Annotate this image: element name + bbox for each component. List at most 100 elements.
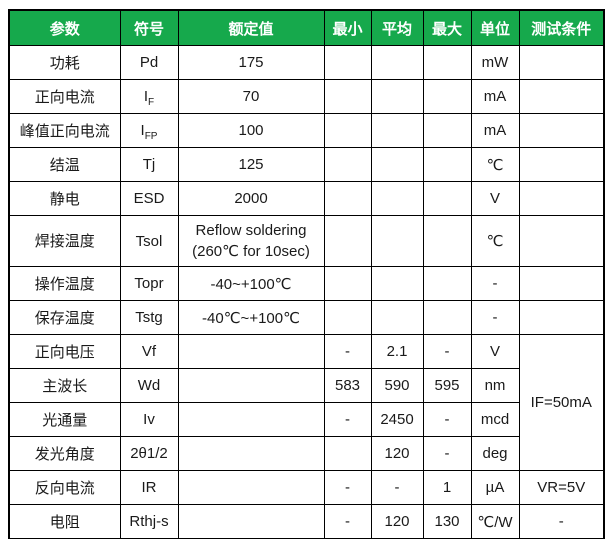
header-cell-unit: 单位 [470,9,520,46]
cell-param: 电阻 [8,504,121,539]
cell-unit: ℃/W [470,504,520,539]
cell-rated [177,368,325,403]
cell-condition [518,79,605,114]
cell-symbol: IF [119,79,179,114]
cell-param: 焊接温度 [8,215,121,267]
cell-unit: mcd [470,402,520,437]
cell-avg [370,266,424,301]
header-cell-condition: 测试条件 [518,9,605,46]
cell-param: 静电 [8,181,121,216]
cell-condition: IF=50mA [518,334,605,471]
cell-param: 发光角度 [8,436,121,471]
cell-max [422,45,472,80]
cell-max: - [422,402,472,437]
cell-avg [370,215,424,267]
header-cell-max: 最大 [422,9,472,46]
cell-symbol: IR [119,470,179,505]
cell-min [323,266,372,301]
cell-unit: µA [470,470,520,505]
cell-condition [518,181,605,216]
cell-rated [177,334,325,369]
cell-max [422,266,472,301]
cell-max [422,79,472,114]
header-cell-rated: 额定值 [177,9,325,46]
table-row: 正向电压 Vf -2.1- V IF=50mA [8,334,605,471]
header-cell-avg: 平均 [370,9,424,46]
cell-max: 1 [422,470,472,505]
cell-avg [370,300,424,335]
cell-min [323,215,372,267]
table-row: 电阻 Rthj-s -120 130 ℃/W - [8,504,605,539]
cell-min [323,147,372,182]
cell-symbol: Tj [119,147,179,182]
cell-min [323,436,372,471]
cell-symbol: Vf [119,334,179,369]
cell-max [422,215,472,267]
led-spec-table: 参数 符号 额定值 最小 平均 最大 单位 测试条件 功耗 Pd 175 mW 正向电流 IF 70 mA 峰… [8,9,605,539]
table-row: 保存温度 Tstg -40℃~+100℃ - [8,300,605,335]
table-row: 主波长 Wd 583 590 595 nm [8,368,604,403]
cell-min [323,79,372,114]
cell-avg: 120 [370,436,424,471]
cell-rated: 2000 [177,181,325,216]
table-body: 功耗 Pd 175 mW 正向电流 IF 70 mA 峰值正向电流 IFP 100 mA 结温 Tj 125… [8,45,605,539]
cell-unit: ℃ [470,215,520,267]
cell-param: 主波长 [8,368,121,403]
cell-max: - [422,436,472,471]
cell-min [323,181,372,216]
cell-param: 功耗 [8,45,121,80]
header-row: 参数 符号 额定值 最小 平均 最大 单位 测试条件 [8,9,605,46]
cell-unit: deg [470,436,520,471]
cell-unit: mA [470,79,520,114]
cell-param: 操作温度 [8,266,121,301]
cell-symbol: IFP [119,113,179,148]
cell-avg [370,147,424,182]
cell-max: 130 [422,504,472,539]
cell-param: 反向电流 [8,470,121,505]
cell-avg [370,181,424,216]
cell-rated [177,504,325,539]
table-row: 操作温度 Topr -40~+100℃ - [8,266,605,301]
cell-avg: 590 [370,368,424,403]
table-row: 正向电流 IF 70 mA [8,79,605,114]
cell-min [323,45,372,80]
table-row: 反向电流 IR - -1 µA VR=5V [8,470,605,505]
cell-rated: 175 [177,45,325,80]
cell-condition [518,215,605,267]
cell-param: 保存温度 [8,300,121,335]
table-row: 发光角度 2θ1/2 120- deg [8,436,604,471]
cell-condition: VR=5V [518,470,605,505]
cell-symbol: 2θ1/2 [119,436,179,471]
cell-rated: Reflow soldering (260℃ for 10sec) [177,215,325,267]
cell-symbol: Pd [119,45,179,80]
header-cell-symbol: 符号 [119,9,179,46]
cell-symbol: Topr [119,266,179,301]
cell-max [422,113,472,148]
table-row: 功耗 Pd 175 mW [8,45,605,80]
cell-max [422,300,472,335]
cell-rated: 125 [177,147,325,182]
cell-rated: -40℃~+100℃ [177,300,325,335]
cell-condition [518,113,605,148]
table-row: 静电 ESD 2000 V [8,181,605,216]
cell-min: 583 [323,368,372,403]
cell-max [422,147,472,182]
cell-param: 正向电压 [8,334,121,369]
cell-param: 光通量 [8,402,121,437]
cell-unit: nm [470,368,520,403]
cell-param: 峰值正向电流 [8,113,121,148]
cell-condition [518,45,605,80]
cell-unit: mA [470,113,520,148]
cell-avg: 2450 [370,402,424,437]
cell-max: - [422,334,472,369]
cell-symbol: ESD [119,181,179,216]
cell-symbol: Tsol [119,215,179,267]
cell-avg: 2.1 [370,334,424,369]
cell-min [323,113,372,148]
cell-rated [177,402,325,437]
cell-unit: - [470,266,520,301]
table-row: 峰值正向电流 IFP 100 mA [8,113,605,148]
cell-condition [518,266,605,301]
cell-min: - [323,334,372,369]
header-cell-min: 最小 [323,9,372,46]
